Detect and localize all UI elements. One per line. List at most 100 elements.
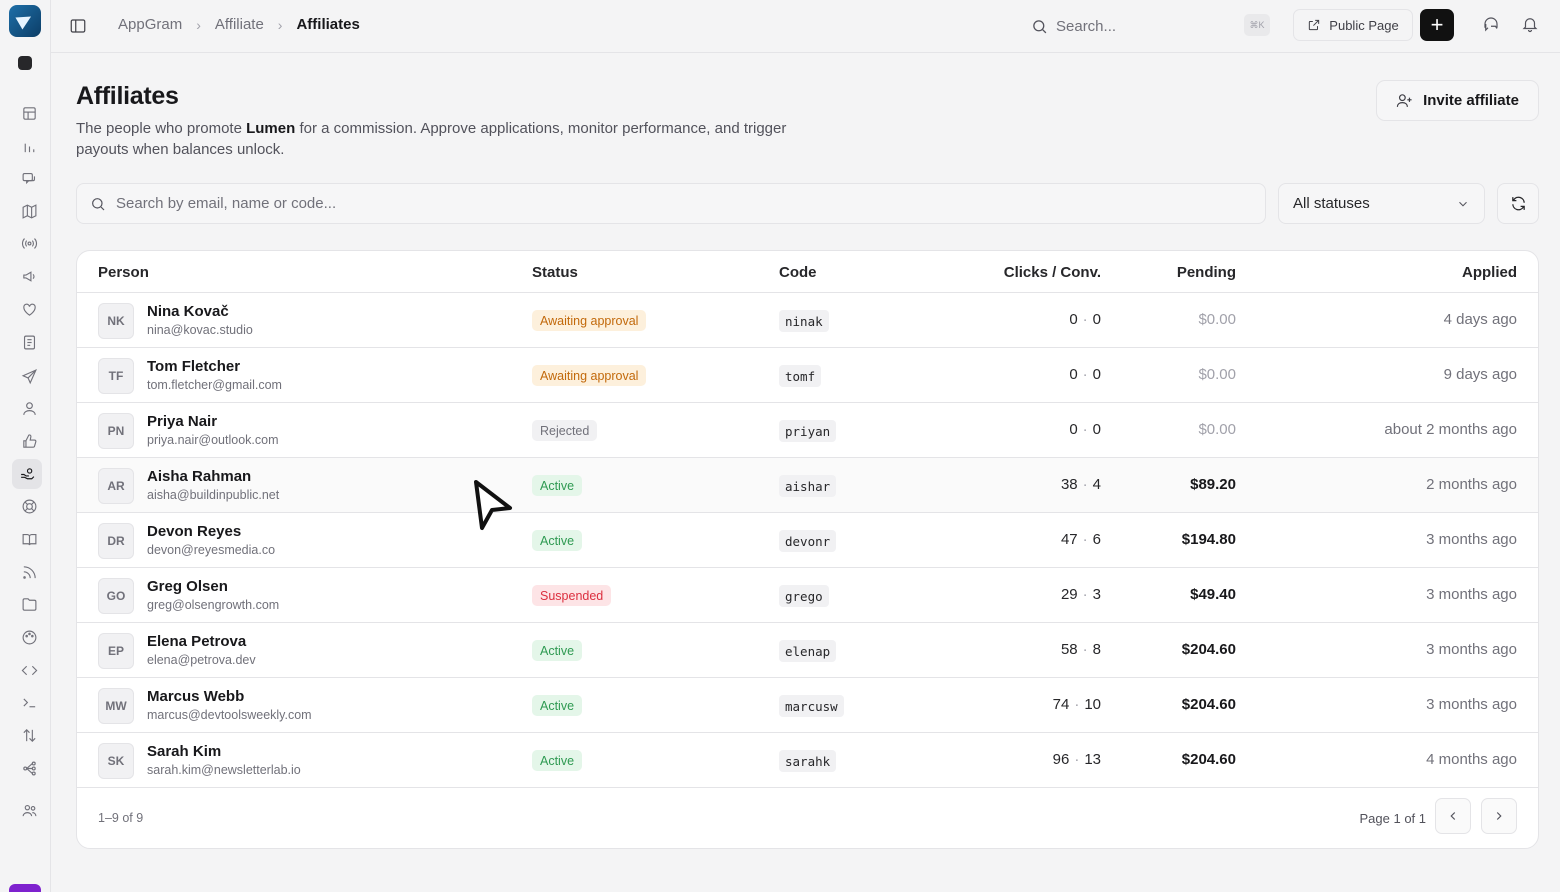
table-row[interactable]: EP Elena Petrova elena@petrova.dev Active el… — [77, 623, 1538, 678]
upvotes-icon[interactable] — [19, 431, 39, 451]
table-row[interactable]: AR Aisha Rahman aisha@buildinpublic.net Act… — [77, 458, 1538, 513]
prev-page-button[interactable] — [1435, 798, 1471, 834]
status-badge: Active — [532, 750, 583, 771]
col-clicks-conv[interactable]: Clicks / Conv. — [1003, 264, 1101, 281]
embed-icon[interactable] — [19, 660, 39, 680]
invite-affiliate-button[interactable]: Invite affiliate — [1376, 80, 1539, 121]
users-icon[interactable] — [19, 398, 39, 418]
team-icon[interactable] — [19, 800, 39, 820]
separator-dot: · — [1082, 421, 1088, 438]
clicks-value: 0 — [1069, 311, 1078, 328]
person-name[interactable]: Marcus Webb — [147, 688, 245, 705]
campaigns-icon[interactable] — [19, 366, 39, 386]
table-row[interactable]: NK Nina Kovač nina@kovac.studio Awaiting ap… — [77, 293, 1538, 348]
feedback-icon[interactable] — [19, 168, 39, 188]
col-code[interactable]: Code — [779, 264, 817, 281]
pending-amount: $194.80 — [1181, 531, 1236, 548]
applied-date: 3 months ago — [1426, 696, 1517, 713]
person-name[interactable]: Priya Nair — [147, 413, 218, 430]
clicks-value: 74 — [1052, 696, 1070, 713]
col-person[interactable]: Person — [98, 264, 149, 281]
conversions-value: 10 — [1084, 696, 1101, 713]
changelog-icon[interactable] — [19, 332, 39, 352]
clicks-value: 58 — [1060, 641, 1078, 658]
public-page-label: Public Page — [1329, 17, 1399, 33]
import-export-icon[interactable] — [19, 725, 39, 745]
page-title: Affiliates — [76, 82, 179, 110]
col-pending[interactable]: Pending — [1176, 264, 1236, 281]
table-row[interactable]: DR Devon Reyes devon@reyesmedia.co Active de… — [77, 513, 1538, 568]
terminal-icon[interactable] — [19, 692, 39, 712]
notifications-bell-icon[interactable] — [1521, 15, 1541, 35]
person-name[interactable]: Aisha Rahman — [147, 468, 252, 485]
separator-dot: · — [1082, 586, 1088, 603]
clicks-value: 47 — [1060, 531, 1078, 548]
user-plus-icon — [1396, 94, 1412, 107]
person-name[interactable]: Tom Fletcher — [147, 358, 241, 375]
search-shortcut-badge: ⌘K — [1244, 14, 1270, 36]
applied-date: 4 months ago — [1426, 751, 1517, 768]
applied-date: 3 months ago — [1426, 531, 1517, 548]
integrations-icon[interactable] — [19, 758, 39, 778]
status-badge: Awaiting approval — [532, 310, 647, 331]
theme-icon[interactable] — [19, 627, 39, 647]
col-applied[interactable]: Applied — [1462, 264, 1517, 281]
broadcast-icon[interactable] — [19, 233, 39, 253]
person-name[interactable]: Sarah Kim — [147, 743, 222, 760]
affiliate-code: grego — [779, 585, 829, 607]
conversions-value: 6 — [1092, 531, 1101, 548]
invite-affiliate-label: Invite affiliate — [1423, 92, 1519, 109]
user-avatar[interactable] — [9, 884, 41, 892]
refresh-button[interactable] — [1497, 183, 1539, 224]
status-badge: Active — [532, 695, 583, 716]
breadcrumb-appgram[interactable]: AppGram — [118, 16, 183, 33]
dashboard-icon[interactable] — [19, 103, 39, 123]
sidebar-toggle-icon[interactable] — [69, 17, 87, 35]
applied-date: about 2 months ago — [1384, 421, 1517, 438]
global-search[interactable]: Search... — [1031, 14, 1271, 38]
wishlist-icon[interactable] — [19, 299, 39, 319]
affiliates-icon[interactable] — [12, 459, 42, 489]
global-search-placeholder: Search... — [1056, 17, 1117, 35]
separator-dot: · — [1082, 366, 1088, 383]
workspace-switcher-icon[interactable] — [18, 56, 32, 70]
affiliate-code: priyan — [779, 420, 837, 442]
conversions-value: 0 — [1092, 421, 1101, 438]
person-name[interactable]: Devon Reyes — [147, 523, 242, 540]
clicks-conversions: 0 · 0 — [1069, 311, 1101, 328]
pending-amount: $204.60 — [1181, 696, 1236, 713]
analytics-icon[interactable] — [19, 136, 39, 156]
public-page-button[interactable]: Public Page — [1293, 9, 1413, 41]
rss-icon[interactable] — [19, 562, 39, 582]
create-button[interactable]: + — [1420, 9, 1454, 41]
affiliate-code: marcusw — [779, 695, 844, 717]
announcements-icon[interactable] — [19, 266, 39, 286]
app-logo-icon[interactable] — [9, 5, 41, 37]
roadmap-icon[interactable] — [19, 201, 39, 221]
person-name[interactable]: Greg Olsen — [147, 578, 228, 595]
help-chat-icon[interactable] — [1482, 15, 1502, 35]
table-row[interactable]: TF Tom Fletcher tom.fletcher@gmail.com Awai… — [77, 348, 1538, 403]
person-name[interactable]: Elena Petrova — [147, 633, 247, 650]
support-icon[interactable] — [19, 496, 39, 516]
affiliate-code: tomf — [779, 365, 822, 387]
files-icon[interactable] — [19, 594, 39, 614]
table-row[interactable]: MW Marcus Webb marcus@devtoolsweekly.com Ac… — [77, 678, 1538, 733]
person-email: nina@kovac.studio — [147, 323, 253, 337]
table-row[interactable]: PN Priya Nair priya.nair@outlook.com Reject… — [77, 403, 1538, 458]
applied-date: 3 months ago — [1426, 586, 1517, 603]
breadcrumb-affiliate[interactable]: Affiliate — [214, 16, 264, 33]
status-badge: Active — [532, 530, 583, 551]
col-status[interactable]: Status — [532, 264, 578, 281]
avatar: EP — [98, 633, 134, 669]
clicks-value: 0 — [1069, 366, 1078, 383]
docs-icon[interactable] — [19, 529, 39, 549]
separator-dot: · — [1082, 476, 1088, 493]
affiliate-search-input[interactable]: Search by email, name or code... — [76, 183, 1266, 224]
search-icon — [1033, 19, 1047, 33]
status-filter-select[interactable]: All statuses — [1278, 183, 1485, 224]
next-page-button[interactable] — [1481, 798, 1517, 834]
table-row[interactable]: SK Sarah Kim sarah.kim@newsletterlab.io Act… — [77, 733, 1538, 788]
person-name[interactable]: Nina Kovač — [147, 303, 229, 320]
table-row[interactable]: GO Greg Olsen greg@olsengrowth.com Suspende… — [77, 568, 1538, 623]
